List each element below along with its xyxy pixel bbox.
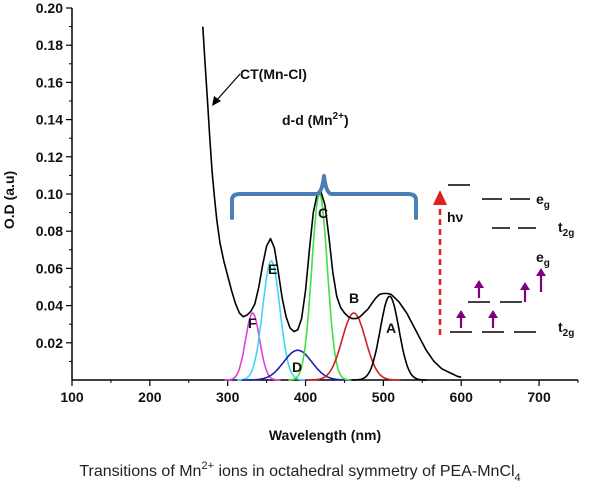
electron-spin-arrowhead: [456, 310, 466, 318]
t2g-upper-sub: 2g: [563, 228, 575, 239]
peak-label-e: E: [268, 261, 277, 277]
peak-c-curve: [288, 192, 351, 381]
x-axis-title: Wavelength (nm): [269, 427, 381, 443]
figure-caption: Transitions of Mn2+ ions in octahedral s…: [79, 460, 520, 484]
excitation-arrowhead: [433, 190, 447, 205]
electron-spin-arrowhead: [474, 280, 484, 288]
caption-sub: 4: [515, 472, 521, 484]
caption-prefix: Transitions of Mn: [79, 463, 201, 480]
eg-upper-sub: g: [544, 200, 550, 211]
x-tick-label: 400: [294, 389, 318, 405]
t2g-lower-label: t2g: [558, 319, 574, 339]
y-tick-label: 0.14: [36, 112, 63, 128]
peak-label-a: A: [386, 320, 396, 336]
electron-spin-arrowhead: [520, 282, 530, 290]
x-tick-label: 300: [216, 389, 240, 405]
eg-upper-e: e: [536, 191, 544, 207]
y-tick-label: 0.04: [36, 298, 63, 314]
dd-label: d-d (Mn2+): [282, 111, 349, 128]
x-tick-label: 700: [527, 389, 551, 405]
x-tick-label: 100: [60, 389, 84, 405]
y-tick-label: 0.18: [36, 37, 63, 53]
peak-f-curve: [224, 312, 281, 381]
t2g-lower-t: t: [558, 319, 563, 335]
x-tick-label: 200: [138, 389, 162, 405]
ct-label: CT(Mn-Cl): [240, 66, 307, 82]
eg-lower-label: eg: [536, 249, 550, 269]
t2g-lower-sub: 2g: [563, 328, 575, 339]
peak-d-curve: [241, 349, 354, 381]
y-tick-label: 0.16: [36, 74, 63, 90]
y-tick-label: 0.12: [36, 149, 63, 165]
x-tick-label: 500: [372, 389, 396, 405]
peak-label-f: F: [248, 315, 257, 331]
eg-lower-sub: g: [544, 258, 550, 269]
y-tick-label: 0.10: [36, 186, 63, 202]
electron-spin-arrowhead: [536, 268, 546, 276]
y-tick-label: 0.06: [36, 260, 63, 276]
caption-middle: ions in octahedral symmetry of PEA-MnCl: [214, 463, 515, 480]
dd-brace: [230, 174, 418, 220]
caption-sup: 2+: [201, 460, 214, 472]
peak-b-curve: [307, 312, 401, 381]
dd-label-prefix: d-d (Mn: [282, 112, 333, 128]
peak-e-curve: [236, 260, 306, 381]
t2g-upper-label: t2g: [558, 219, 574, 239]
eg-lower-e: e: [536, 249, 544, 265]
y-tick-label: 0.20: [36, 0, 63, 16]
y-axis-title: O.D (a.u): [1, 171, 17, 229]
dd-label-suffix: ): [344, 112, 349, 128]
y-tick-label: 0.02: [36, 335, 63, 351]
electron-spin-arrowhead: [488, 310, 498, 318]
peak-label-d: D: [292, 359, 302, 375]
peak-a-curve: [352, 295, 427, 381]
y-tick-label: 0.08: [36, 223, 63, 239]
peak-label-b: B: [349, 290, 359, 306]
ct-arrowhead: [212, 96, 221, 106]
absorption-line: [202, 26, 462, 378]
t2g-upper-t: t: [558, 219, 563, 235]
dd-label-sup: 2+: [333, 111, 345, 122]
x-tick-label: 600: [450, 389, 474, 405]
peak-label-c: C: [318, 205, 328, 221]
ct-arrow-line: [215, 73, 241, 102]
eg-upper-label: eg: [536, 191, 550, 211]
hv-label: hν: [447, 209, 464, 225]
